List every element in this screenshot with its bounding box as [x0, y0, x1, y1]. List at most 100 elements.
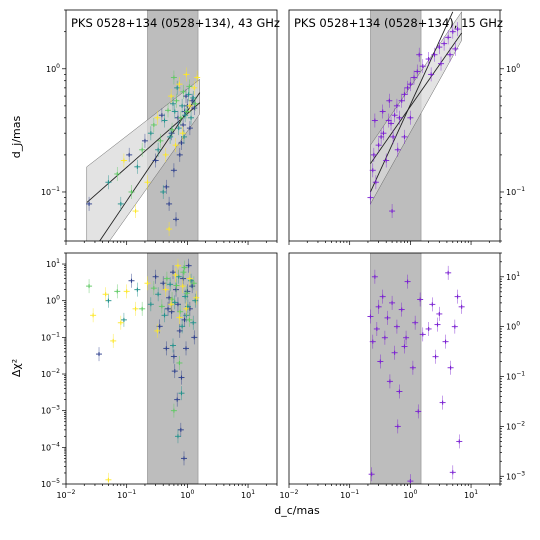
data-point [383, 153, 390, 168]
data-point [447, 47, 454, 62]
data-point [186, 312, 193, 327]
data-point [381, 330, 388, 345]
data-point [170, 70, 177, 85]
data-point [174, 258, 181, 273]
data-point [407, 110, 414, 125]
data-point [411, 70, 418, 85]
data-point [157, 133, 164, 148]
data-point [436, 40, 443, 55]
data-point [442, 334, 449, 349]
y-tick-label: 100 [46, 295, 60, 306]
data-point [171, 364, 178, 379]
y-tick-label: 100 [46, 63, 60, 74]
data-point [170, 349, 177, 364]
data-point [177, 422, 184, 437]
data-point [458, 299, 465, 314]
data-point [183, 286, 190, 301]
data-point [425, 52, 432, 67]
data-point [163, 179, 170, 194]
data-point [454, 22, 461, 37]
data-point [185, 258, 192, 273]
data-point [390, 129, 397, 144]
y-tick-label: 10−2 [506, 420, 525, 431]
data-point [386, 93, 393, 108]
confidence-band [370, 11, 462, 205]
data-point [170, 338, 177, 353]
data-point [449, 465, 456, 480]
data-point [404, 80, 411, 95]
panel-title: PKS 0528+134 (0528+134), 15 GHz [294, 16, 503, 30]
y-tick-label: 10−1 [41, 331, 60, 342]
data-point [175, 121, 182, 136]
data-point [192, 96, 199, 111]
data-point [105, 293, 112, 308]
data-point [176, 147, 183, 162]
data-point [147, 126, 154, 141]
data-point [431, 47, 438, 62]
data-point [179, 279, 186, 294]
plot-area [86, 253, 200, 484]
data-point [114, 166, 121, 181]
data-point [102, 287, 109, 302]
data-point [158, 299, 165, 314]
data-point [415, 404, 422, 419]
data-point [186, 98, 193, 113]
series-0 [96, 258, 198, 466]
data-point [186, 121, 193, 136]
y-axis-label-top: d_j/mas [10, 116, 23, 159]
data-point [139, 142, 146, 157]
x-tick-label: 100 [180, 489, 194, 500]
data-point [188, 273, 195, 288]
data-point [447, 360, 454, 375]
data-point [182, 108, 189, 123]
data-point [160, 276, 167, 291]
data-point [160, 184, 167, 199]
data-point [117, 315, 124, 330]
data-point [368, 467, 375, 482]
series-3 [120, 67, 201, 237]
series-0 [367, 22, 461, 219]
data-point [170, 403, 177, 418]
data-point [445, 265, 452, 280]
data-point [162, 282, 169, 297]
data-point [369, 163, 376, 178]
data-point [369, 334, 376, 349]
data-point [441, 36, 448, 51]
x-tick-label: 101 [241, 489, 255, 500]
data-point [428, 67, 435, 82]
y-tick-label: 101 [46, 258, 60, 269]
data-point [183, 104, 190, 119]
data-point [158, 108, 165, 123]
data-point [372, 175, 379, 190]
data-point [183, 341, 190, 356]
axes-frame [65, 252, 278, 485]
data-point [144, 276, 151, 291]
series-1 [105, 269, 199, 444]
data-point [416, 47, 423, 62]
data-point [126, 147, 133, 162]
series-3 [90, 258, 200, 484]
data-point [132, 301, 139, 316]
data-point [172, 268, 179, 283]
data-point [412, 315, 419, 330]
data-point [167, 277, 174, 292]
panel-title: PKS 0528+134 (0528+134), 43 GHz [71, 16, 280, 30]
data-point [182, 289, 189, 304]
data-point [419, 59, 426, 74]
data-point [439, 395, 446, 410]
data-point [120, 153, 127, 168]
data-point [379, 104, 386, 119]
data-point [105, 175, 112, 190]
data-point [367, 190, 374, 205]
data-point [193, 290, 200, 305]
data-point [154, 323, 161, 338]
y-tick-label: 100 [506, 63, 520, 74]
axes-frame [65, 9, 278, 242]
data-point [86, 196, 93, 211]
data-point [401, 129, 408, 144]
data-point [172, 138, 179, 153]
data-point [407, 474, 414, 484]
data-point [183, 301, 190, 316]
x-axis-label: d_c/mas [274, 504, 320, 517]
